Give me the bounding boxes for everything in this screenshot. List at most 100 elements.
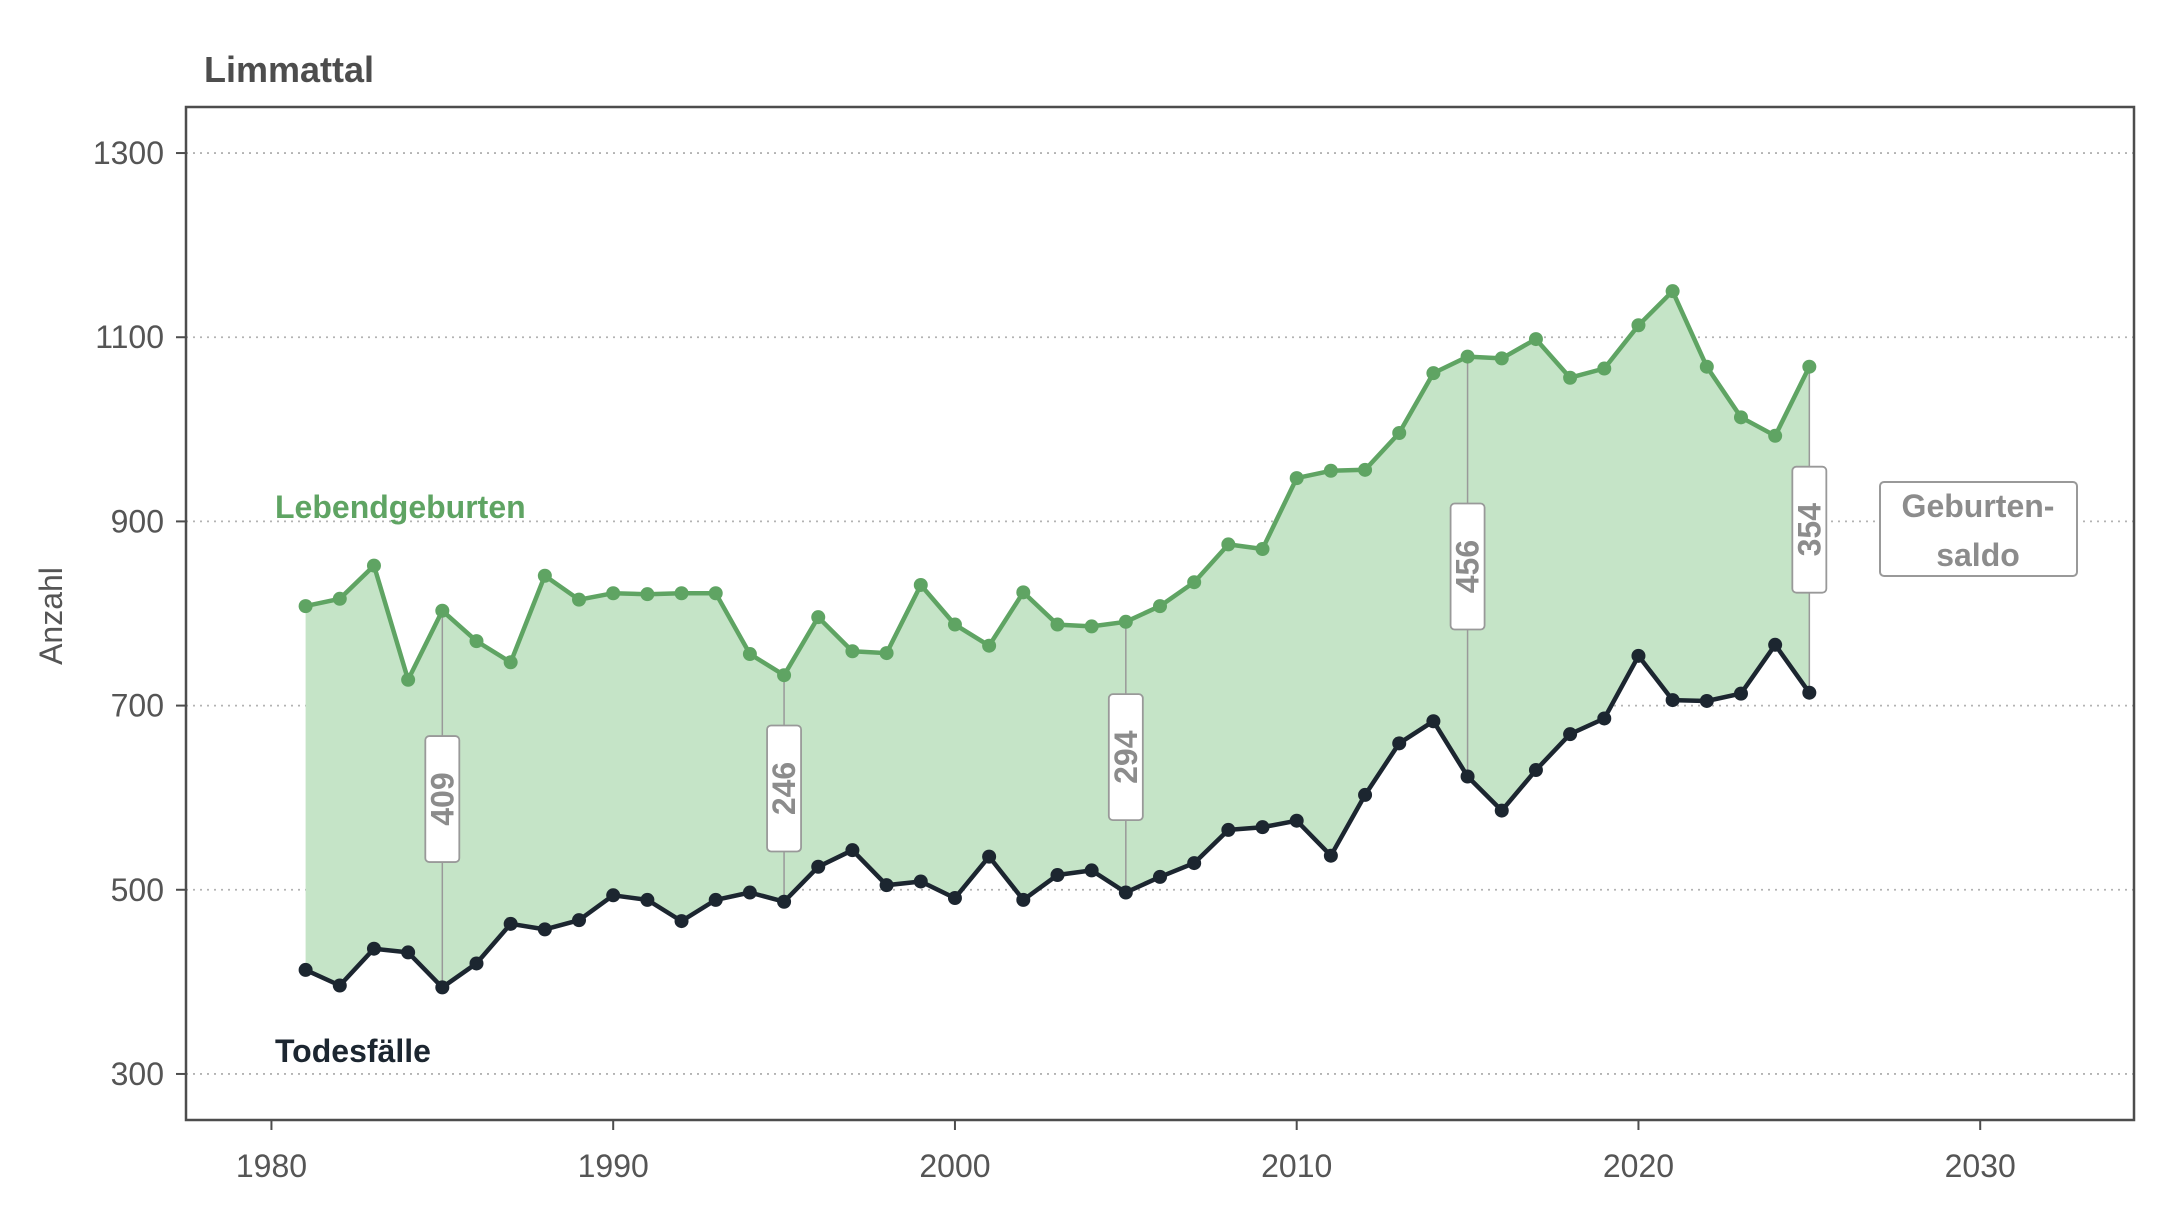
- point-lebendgeburten-2008: [1221, 537, 1236, 552]
- point-lebendgeburten-2002: [1016, 585, 1031, 600]
- point-todesfaelle-2017: [1528, 763, 1543, 778]
- point-lebendgeburten-2014: [1426, 366, 1441, 381]
- point-lebendgeburten-2012: [1358, 462, 1373, 477]
- point-lebendgeburten-1986: [469, 634, 484, 649]
- point-todesfaelle-2009: [1255, 820, 1270, 835]
- series-label-todesfaelle: Todesfälle: [275, 1033, 431, 1069]
- point-lebendgeburten-1989: [572, 592, 587, 607]
- point-lebendgeburten-2000: [947, 617, 962, 632]
- saldo-box-2005: [1107, 693, 1144, 822]
- saldo-value-2025: 354: [1791, 503, 1827, 557]
- series-layer: [298, 284, 1817, 995]
- point-todesfaelle-1987: [503, 916, 518, 931]
- point-lebendgeburten-2011: [1323, 463, 1338, 478]
- point-todesfaelle-1982: [332, 978, 347, 993]
- y-tick-label-700: 700: [111, 688, 164, 724]
- point-todesfaelle-2016: [1494, 803, 1509, 818]
- point-todesfaelle-1989: [572, 913, 587, 928]
- y-tick-label-900: 900: [111, 503, 164, 539]
- y-tick-label-500: 500: [111, 872, 164, 908]
- point-lebendgeburten-2018: [1563, 370, 1578, 385]
- saldo-box-1985: [424, 735, 461, 863]
- point-todesfaelle-1990: [606, 888, 621, 903]
- point-todesfaelle-1993: [708, 892, 723, 907]
- point-lebendgeburten-1992: [674, 586, 689, 601]
- point-todesfaelle-1984: [401, 945, 416, 960]
- point-lebendgeburten-1991: [640, 587, 655, 602]
- point-todesfaelle-1992: [674, 914, 689, 929]
- point-todesfaelle-2019: [1597, 711, 1612, 726]
- saldo-box-2015: [1449, 502, 1486, 631]
- point-todesfaelle-1995: [777, 894, 792, 909]
- saldo-box-1995: [766, 724, 802, 853]
- point-todesfaelle-1994: [742, 885, 757, 900]
- y-tick-label-1300: 1300: [93, 135, 164, 171]
- point-lebendgeburten-1982: [332, 591, 347, 606]
- point-lebendgeburten-1994: [742, 647, 757, 662]
- plot-frame: [184, 105, 2136, 1122]
- saldo-value-2005: 294: [1108, 730, 1144, 784]
- point-todesfaelle-2006: [1153, 869, 1167, 884]
- point-lebendgeburten-2021: [1665, 284, 1680, 299]
- point-todesfaelle-2004: [1084, 863, 1099, 878]
- point-todesfaelle-2005: [1118, 885, 1133, 900]
- point-todesfaelle-2024: [1768, 637, 1783, 652]
- point-todesfaelle-2021: [1665, 693, 1680, 708]
- point-lebendgeburten-1988: [537, 568, 552, 583]
- point-todesfaelle-1983: [366, 941, 381, 956]
- saldo-legend: Geburten- saldo: [1879, 481, 2078, 577]
- point-todesfaelle-2008: [1221, 822, 1236, 837]
- point-todesfaelle-2023: [1733, 686, 1748, 701]
- point-todesfaelle-1986: [469, 956, 484, 971]
- saldo-value-1985: 409: [424, 772, 460, 825]
- point-lebendgeburten-2013: [1392, 426, 1407, 441]
- point-lebendgeburten-2006: [1153, 599, 1167, 614]
- point-todesfaelle-1985: [435, 980, 450, 995]
- point-todesfaelle-2001: [982, 849, 997, 864]
- point-todesfaelle-1988: [537, 922, 552, 937]
- x-tick-label-2020: 2020: [1603, 1148, 1674, 1184]
- point-lebendgeburten-1998: [879, 646, 894, 661]
- point-todesfaelle-2002: [1016, 892, 1031, 907]
- point-todesfaelle-1981: [298, 962, 313, 977]
- saldo-area-fill: [305, 291, 1810, 988]
- x-axis: 1980 1990 2000 2010 2020 2030: [236, 1120, 2016, 1184]
- y-axis-title: Anzahl: [33, 567, 69, 665]
- point-todesfaelle-2010: [1289, 813, 1304, 828]
- saldo-legend-box: [1879, 481, 2078, 577]
- point-todesfaelle-1999: [913, 874, 928, 889]
- point-lebendgeburten-1983: [366, 558, 381, 573]
- point-lebendgeburten-2022: [1699, 359, 1714, 374]
- point-lebendgeburten-1996: [811, 610, 826, 625]
- point-todesfaelle-2018: [1563, 727, 1578, 742]
- point-lebendgeburten-2023: [1733, 410, 1748, 425]
- point-lebendgeburten-1987: [503, 655, 518, 670]
- point-todesfaelle-2003: [1050, 868, 1065, 883]
- point-todesfaelle-2020: [1631, 648, 1646, 663]
- point-todesfaelle-2011: [1323, 848, 1338, 863]
- point-lebendgeburten-2015: [1460, 349, 1475, 364]
- series-label-lebendgeburten: Lebendgeburten: [275, 489, 526, 525]
- point-todesfaelle-2007: [1187, 856, 1202, 871]
- point-lebendgeburten-2025: [1802, 359, 1817, 374]
- point-lebendgeburten-1999: [913, 577, 928, 592]
- point-lebendgeburten-2016: [1494, 351, 1509, 366]
- point-lebendgeburten-2024: [1768, 428, 1783, 443]
- x-tick-label-1990: 1990: [578, 1148, 649, 1184]
- point-lebendgeburten-2003: [1050, 617, 1065, 632]
- point-lebendgeburten-1990: [606, 586, 621, 601]
- saldo-boxes: 409 246 294 456 354: [424, 465, 1827, 863]
- point-lebendgeburten-2010: [1289, 471, 1304, 486]
- point-lebendgeburten-2005: [1118, 614, 1133, 629]
- point-lebendgeburten-2017: [1528, 332, 1543, 347]
- point-lebendgeburten-2019: [1597, 361, 1612, 376]
- point-todesfaelle-1991: [640, 892, 655, 907]
- point-lebendgeburten-2020: [1631, 318, 1646, 333]
- point-todesfaelle-2014: [1426, 714, 1441, 729]
- point-lebendgeburten-2004: [1084, 619, 1099, 634]
- point-lebendgeburten-2001: [982, 638, 997, 653]
- point-todesfaelle-2022: [1699, 693, 1714, 708]
- x-tick-label-2010: 2010: [1261, 1148, 1332, 1184]
- point-todesfaelle-2025: [1802, 685, 1817, 700]
- point-lebendgeburten-1995: [777, 668, 792, 683]
